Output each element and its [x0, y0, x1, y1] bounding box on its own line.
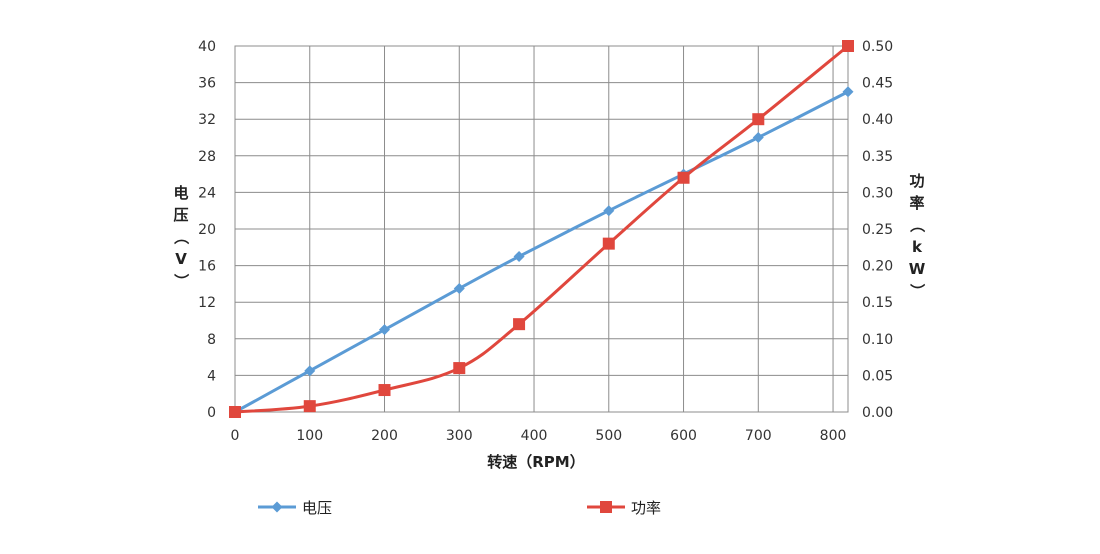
x-tick-label: 200 — [371, 428, 398, 444]
y-right-axis-title-char: k — [912, 238, 923, 256]
y-right-tick-label: 0.45 — [862, 76, 893, 92]
y-left-tick-label: 32 — [198, 112, 216, 128]
y-left-tick-label: 16 — [198, 259, 216, 275]
x-tick-label: 500 — [595, 428, 622, 444]
legend-item-1: 电压 — [258, 499, 332, 517]
y-right-axis-title-char: （ — [908, 217, 926, 232]
y-right-tick-label: 0.40 — [862, 112, 893, 128]
x-tick-label: 700 — [745, 428, 772, 444]
series-1-point — [603, 205, 615, 217]
grid-layer — [234, 45, 848, 413]
y-right-axis-title-char: 功 — [909, 172, 924, 190]
y-left-tick-label: 36 — [198, 76, 216, 92]
y-right-axis-title-char: ） — [908, 283, 926, 298]
series-1-point — [453, 282, 465, 294]
y-left-axis-title-char: V — [175, 250, 187, 268]
x-tick-label: 800 — [820, 428, 847, 444]
tick-labels: 0 4 8 12 16 20 24 28 32 36 40 0.00 0.05 0.10 0.15 0.20 0… — [198, 39, 893, 444]
legend-item-2: 功率 — [587, 499, 661, 517]
y-right-tick-label: 0.10 — [862, 332, 893, 348]
y-right-axis-title-char: 率 — [909, 194, 924, 212]
series-1-point — [304, 365, 316, 377]
series-1-line — [234, 90, 849, 414]
y-right-tick-label: 0.35 — [862, 149, 893, 165]
axis-titles: 转速（RPM） 电压 （ V ） 功率 （ kW ） — [172, 172, 926, 471]
axis-layer — [234, 45, 849, 413]
x-tick-label: 600 — [670, 428, 697, 444]
x-tick-label: 0 — [231, 428, 240, 444]
series-2-point — [303, 400, 316, 413]
plot-frame — [234, 45, 849, 413]
y-right-tick-label: 0.50 — [862, 39, 893, 55]
y-right-tick-label: 0.30 — [862, 185, 893, 201]
series-2-point — [513, 318, 526, 331]
y-right-tick-label: 0.00 — [862, 405, 893, 421]
series-2-point — [677, 171, 690, 184]
y-left-tick-label: 40 — [198, 39, 216, 55]
series-1-point — [842, 86, 854, 98]
series-2-point — [602, 237, 615, 250]
y-left-axis-title-char: 压 — [173, 206, 188, 224]
series-1 — [229, 86, 854, 418]
y-left-axis-title-char: （ — [172, 229, 190, 244]
series-2-point — [752, 113, 765, 126]
legend-swatch-marker — [600, 501, 612, 513]
series-2-point — [453, 362, 466, 375]
series-2-point — [842, 40, 854, 52]
y-left-tick-label: 4 — [207, 368, 216, 384]
x-axis-title: 转速（RPM） — [487, 453, 584, 471]
y-left-tick-label: 8 — [207, 332, 216, 348]
y-right-axis-title-char: W — [909, 260, 926, 278]
series-2 — [229, 40, 854, 418]
y-right-tick-label: 0.05 — [862, 368, 893, 384]
legend-label: 电压 — [302, 499, 332, 517]
series-1-point — [752, 132, 764, 143]
x-tick-label: 100 — [296, 428, 323, 444]
series-1-point — [513, 250, 525, 262]
x-tick-label: 400 — [521, 428, 548, 444]
series-2-point — [378, 384, 391, 397]
y-right-tick-label: 0.15 — [862, 295, 893, 311]
y-left-tick-label: 20 — [198, 222, 216, 238]
series-2-point — [229, 406, 241, 418]
y-left-tick-label: 28 — [198, 149, 216, 165]
y-left-axis-title-char: 电 — [173, 184, 188, 202]
y-right-tick-label: 0.20 — [862, 259, 893, 275]
series-layer — [229, 40, 854, 418]
legend: 电压 功率 — [258, 499, 661, 517]
series-2-line — [234, 44, 849, 414]
y-right-tick-label: 0.25 — [862, 222, 893, 238]
y-left-tick-label: 12 — [198, 295, 216, 311]
series-1-point — [379, 324, 391, 336]
legend-swatch-marker — [271, 501, 283, 513]
x-tick-label: 300 — [446, 428, 473, 444]
y-left-tick-label: 24 — [198, 185, 216, 201]
y-left-tick-label: 0 — [207, 405, 216, 421]
legend-label: 功率 — [631, 499, 661, 517]
y-left-axis-title-char: ） — [172, 273, 190, 288]
